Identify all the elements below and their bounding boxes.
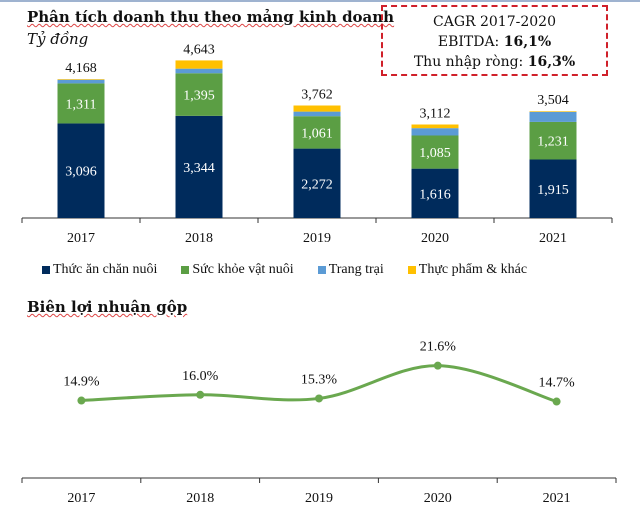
bar-segment-label: 2,272 xyxy=(301,177,333,192)
bar-segment xyxy=(175,68,223,74)
bar-segment xyxy=(175,115,223,218)
legend-item-feed: Thức ăn chăn nuôi xyxy=(42,262,157,278)
ebitda-label: EBITDA: xyxy=(437,34,504,50)
margin-line xyxy=(81,364,558,403)
bar-segment xyxy=(57,123,105,218)
bar-segment-label: 1,061 xyxy=(301,126,333,141)
margin-point xyxy=(196,390,205,399)
bar-segment-label: 3,096 xyxy=(65,165,97,180)
bar-segment xyxy=(293,105,341,112)
x-tick-label: 2019 xyxy=(303,231,331,246)
net-income-value: 16,3% xyxy=(527,54,576,70)
bar-segment xyxy=(175,60,223,69)
margin-point xyxy=(552,397,561,406)
top-divider xyxy=(0,0,640,2)
legend-swatch xyxy=(317,266,326,274)
bar-segment xyxy=(293,116,341,149)
bar-total-label: 3,504 xyxy=(537,93,569,108)
bar-segment xyxy=(293,111,341,117)
bar-segment-label: 1,085 xyxy=(419,146,451,161)
cagr-box: CAGR 2017-2020 EBITDA: 16,1% Thu nhập rò… xyxy=(381,5,608,76)
bar-segment xyxy=(411,168,459,218)
ebitda-value: 16,1% xyxy=(503,34,552,50)
bar-total-label: 4,168 xyxy=(65,61,97,76)
unit-label: Tỷ đồng xyxy=(27,30,89,48)
margin-data-label: 16.0% xyxy=(182,369,219,384)
x-tick-label: 2021 xyxy=(539,231,567,246)
x-tick-label: 2019 xyxy=(305,491,333,506)
bar-segment-label: 3,344 xyxy=(183,161,215,176)
bar-segment-label: 1,915 xyxy=(537,183,569,198)
x-tick-label: 2018 xyxy=(185,231,213,246)
margin-data-label: 15.3% xyxy=(301,372,338,387)
legend-label: Trang trại xyxy=(328,262,384,277)
bar-segment xyxy=(57,83,105,124)
bar-segment xyxy=(529,121,577,160)
bar-segment xyxy=(529,111,577,122)
bar-segment xyxy=(529,159,577,218)
bar-segment xyxy=(293,148,341,218)
bar-segment-label: 1,231 xyxy=(537,135,569,150)
legend-swatch xyxy=(42,266,50,274)
bar-total-label: 4,643 xyxy=(183,42,215,57)
bar-segment xyxy=(529,111,577,112)
margin-point xyxy=(433,361,442,370)
bar-segment xyxy=(411,124,459,129)
x-tick-label: 2018 xyxy=(186,491,214,506)
legend-swatch xyxy=(181,266,190,274)
bar-segment xyxy=(57,79,105,80)
net-income-label: Thu nhập ròng: xyxy=(413,54,528,70)
margin-data-label: 14.7% xyxy=(539,376,576,391)
x-tick-label: 2020 xyxy=(424,491,452,506)
margin-chart-title: Biên lợi nhuận gộp xyxy=(27,298,188,316)
bar-segment xyxy=(411,135,459,169)
bar-legend: Thức ăn chăn nuôi Sức khỏe vật nuôi Tran… xyxy=(42,262,527,278)
x-tick-label: 2020 xyxy=(421,231,449,246)
legend-item-food-other: Thực phẩm & khác xyxy=(407,262,528,278)
margin-data-label: 14.9% xyxy=(63,375,100,390)
cagr-net-income: Thu nhập ròng: 16,3% xyxy=(383,52,606,72)
bar-segment xyxy=(411,128,459,136)
bar-segment xyxy=(175,73,223,116)
cagr-ebitda: EBITDA: 16,1% xyxy=(383,32,606,52)
margin-point xyxy=(315,394,323,403)
margin-point xyxy=(77,396,86,405)
margin-data-label: 21.6% xyxy=(420,340,457,355)
legend-label: Sức khỏe vật nuôi xyxy=(192,262,294,277)
bar-segment-label: 1,616 xyxy=(419,187,451,202)
legend-item-animal-health: Sức khỏe vật nuôi xyxy=(181,262,294,278)
revenue-bar-chart: 3,096 1,311 4,168 2017 3,344 1,395 4,643 2018 2,… xyxy=(21,42,613,246)
legend-label: Thực phẩm & khác xyxy=(418,262,528,277)
legend-item-farm: Trang trại xyxy=(317,262,384,278)
legend-swatch xyxy=(407,266,416,274)
cagr-heading: CAGR 2017-2020 xyxy=(433,14,556,30)
legend-label: Thức ăn chăn nuôi xyxy=(53,262,158,277)
x-tick-label: 2021 xyxy=(543,491,571,506)
bar-segment-label: 1,311 xyxy=(66,97,97,112)
x-tick-label: 2017 xyxy=(67,491,95,506)
bar-segment-label: 1,395 xyxy=(183,89,215,104)
bar-total-label: 3,762 xyxy=(301,88,333,103)
x-tick-label: 2017 xyxy=(67,231,95,246)
revenue-chart-title: Phân tích doanh thu theo mảng kinh doanh xyxy=(27,8,395,26)
bar-segment xyxy=(57,79,105,84)
bar-total-label: 3,112 xyxy=(420,107,451,122)
